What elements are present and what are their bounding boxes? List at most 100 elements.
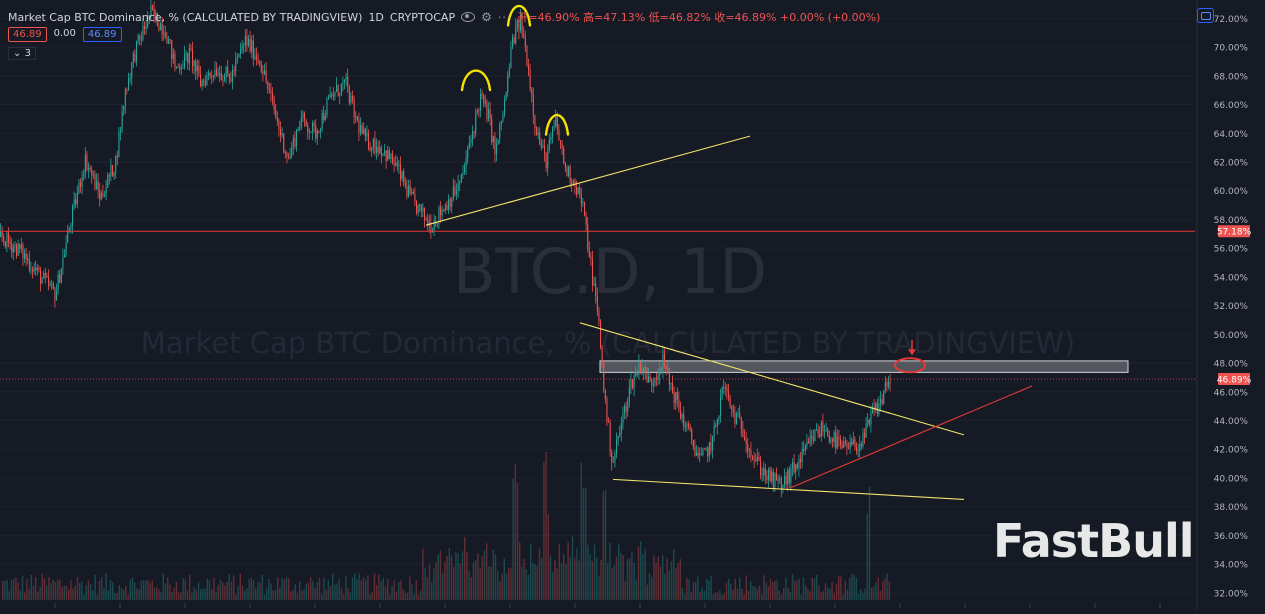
- candle-body: [708, 442, 710, 457]
- price-chip-right[interactable]: 46.89: [82, 27, 122, 42]
- candle-body: [531, 88, 533, 95]
- volume-bar: [83, 594, 85, 600]
- candle-body: [566, 167, 568, 176]
- volume-bar: [477, 553, 479, 600]
- trendline-falling-wedge-lower[interactable]: [612, 478, 965, 501]
- candle-body: [337, 85, 339, 96]
- volume-bar: [204, 588, 206, 600]
- candle-body: [579, 187, 581, 195]
- volume-bar: [695, 582, 697, 600]
- candle-body: [126, 89, 128, 91]
- arrow-head[interactable]: [908, 349, 916, 356]
- candle-body: [403, 171, 405, 184]
- candle-body: [649, 376, 651, 381]
- trendline-rising-support-upper[interactable]: [425, 135, 751, 226]
- volume-bar: [259, 582, 261, 600]
- indicator-toggle[interactable]: ⌄ 3: [8, 47, 36, 60]
- candle-body: [406, 186, 408, 197]
- candle-body: [467, 147, 469, 159]
- candle-body: [872, 407, 874, 414]
- volume-bar: [272, 590, 274, 600]
- candle-body: [374, 138, 376, 153]
- exchange-label[interactable]: CRYPTOCAP: [389, 10, 456, 24]
- more-icon[interactable]: ···: [497, 10, 512, 24]
- volume-bar: [195, 590, 197, 600]
- candle-body: [577, 187, 579, 194]
- candle-body: [368, 133, 370, 149]
- candle-body: [88, 167, 90, 170]
- candle-body: [646, 367, 648, 383]
- volume-bar: [217, 584, 219, 600]
- candle-body: [776, 473, 778, 481]
- volume-bar: [426, 577, 428, 600]
- candle-body: [204, 80, 206, 86]
- candle-body: [176, 66, 178, 68]
- price-axis[interactable]: 72.00% 70.00% 68.00% 66.00% 64.00% 62.00% 60.0…: [1196, 0, 1252, 610]
- volume-bar: [545, 451, 547, 600]
- candle-body: [824, 431, 826, 433]
- target-ellipse[interactable]: [894, 357, 926, 374]
- price-chip-left[interactable]: 46.89: [8, 27, 47, 42]
- candle-body: [528, 65, 530, 71]
- trendline-falling-wedge-upper[interactable]: [579, 322, 965, 436]
- volume-bar: [864, 588, 866, 600]
- volume-bar: [107, 590, 109, 600]
- candle-body: [888, 381, 890, 388]
- resistance-zone[interactable]: [599, 360, 1129, 373]
- candle-body: [124, 89, 126, 107]
- chart-watermark: BTC.D, 1D Market Cap BTC Dominance, % (C…: [141, 235, 1075, 360]
- candle-body: [705, 448, 707, 450]
- volume-bar: [43, 578, 46, 600]
- candle-body: [856, 447, 858, 452]
- y-tick-label: 34.00%: [1214, 561, 1249, 571]
- gear-icon[interactable]: ⚙: [481, 10, 492, 24]
- arc-left-shoulder[interactable]: [460, 69, 492, 92]
- volume-bar: [76, 577, 79, 600]
- candle-body: [73, 199, 75, 207]
- symbol-title[interactable]: Market Cap BTC Dominance, % (CALCULATED …: [8, 10, 363, 24]
- volume-bar: [437, 554, 439, 600]
- volume-bar: [338, 579, 340, 600]
- candle-body: [737, 413, 739, 415]
- candle-body: [108, 175, 110, 177]
- screenshot-icon[interactable]: [1197, 8, 1214, 23]
- volume-bar: [299, 581, 301, 600]
- volume-bar: [483, 550, 486, 600]
- candle-body: [512, 37, 514, 48]
- candle-body: [476, 110, 478, 113]
- candle-body: [540, 144, 542, 148]
- eye-icon[interactable]: [461, 12, 476, 22]
- candle-body: [137, 35, 139, 41]
- candle-body: [772, 471, 774, 488]
- candle-body: [292, 137, 294, 147]
- interval-label[interactable]: 1D: [368, 10, 384, 24]
- candle-body: [665, 366, 667, 370]
- candle-body: [110, 165, 112, 177]
- candle-body: [766, 476, 768, 480]
- candle-body: [838, 436, 840, 439]
- volume-bar: [723, 593, 725, 600]
- candle-body: [123, 106, 125, 112]
- candle-body: [155, 12, 157, 16]
- volume-bar: [384, 586, 387, 600]
- volume-bar: [46, 585, 48, 600]
- volume-bars: [2, 451, 890, 600]
- volume-bar: [587, 544, 589, 600]
- volume-bar: [666, 558, 668, 600]
- volume-bar: [145, 580, 147, 600]
- arc-right-shoulder[interactable]: [544, 114, 570, 136]
- drawn-annotations[interactable]: [0, 4, 1195, 501]
- arc-head[interactable]: [506, 4, 532, 27]
- time-axis[interactable]: [54, 603, 1161, 608]
- trendline-rising-support-red[interactable]: [789, 385, 1033, 489]
- candle-body: [480, 93, 482, 111]
- candle-body: [395, 162, 397, 166]
- candle-body: [832, 438, 834, 442]
- volume-bar: [673, 549, 675, 600]
- candle-body: [852, 439, 854, 445]
- candle-body: [742, 429, 744, 437]
- volume-bar: [321, 594, 323, 600]
- candle-body: [534, 115, 536, 129]
